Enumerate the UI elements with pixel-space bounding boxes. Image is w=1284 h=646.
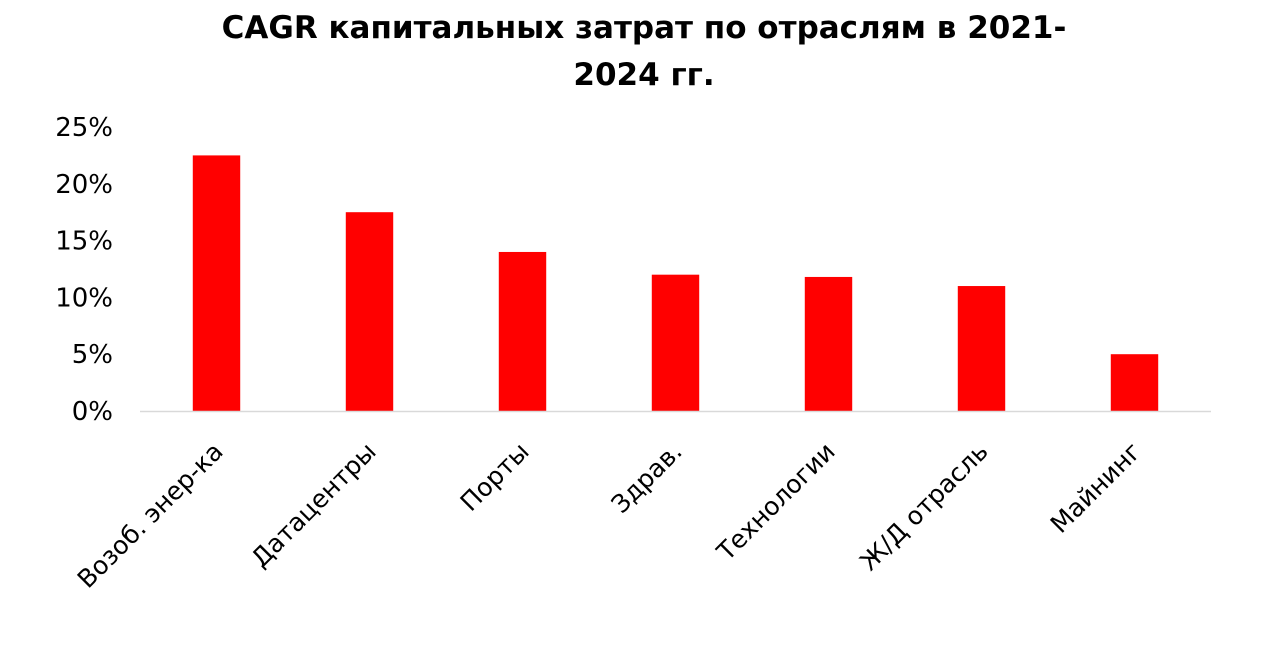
y-tick-label: 15%: [55, 227, 113, 257]
x-tick-label: Датацентры: [246, 437, 382, 573]
x-tick-label: Здрав.: [606, 437, 688, 519]
bar: [1110, 354, 1159, 411]
bar: [345, 212, 394, 411]
bar: [192, 155, 241, 411]
x-tick-label: Порты: [455, 437, 535, 517]
bars: [192, 155, 1159, 411]
y-tick-label: 10%: [55, 283, 113, 313]
chart-title-line-2: 2024 гг.: [573, 57, 714, 93]
x-tick-label: Майнинг: [1045, 437, 1147, 539]
chart-title: CAGR капитальных затрат по отраслям в 20…: [222, 10, 1067, 93]
x-tick-label: Ж/Д отрасль: [854, 437, 994, 577]
y-tick-label: 25%: [55, 113, 113, 143]
y-tick-label: 20%: [55, 170, 113, 200]
bar: [804, 276, 853, 411]
x-tick-label: Возоб. энер-ка: [72, 437, 229, 594]
x-tick-label: Технологии: [711, 437, 841, 567]
y-tick-label: 0%: [72, 397, 113, 427]
y-tick-label: 5%: [72, 340, 113, 370]
chart-title-line-1: CAGR капитальных затрат по отраслям в 20…: [222, 10, 1067, 46]
bar: [498, 251, 547, 411]
bar: [651, 274, 700, 411]
y-axis: 0% 5% 10% 15% 20% 25%: [55, 113, 113, 427]
bar: [957, 286, 1006, 411]
x-axis: Возоб. энер-ка Датацентры Порты Здрав. Техно…: [72, 437, 1147, 594]
